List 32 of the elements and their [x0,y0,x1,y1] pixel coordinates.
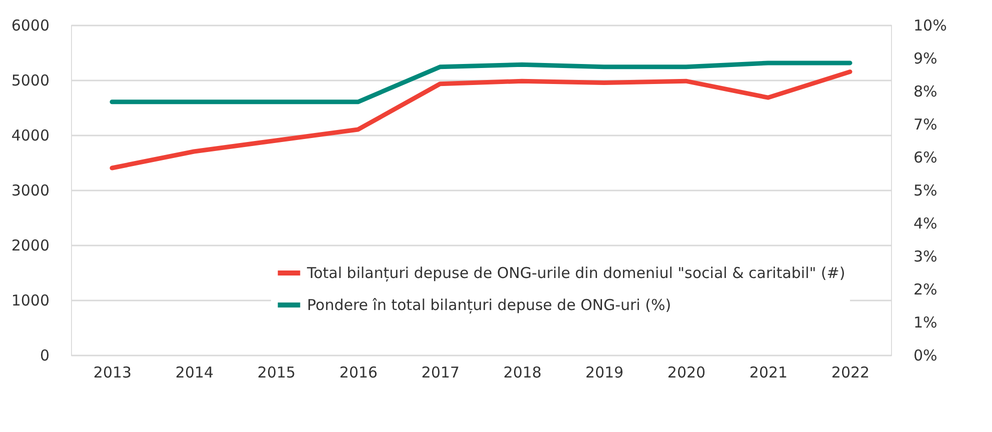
x-tick-label: 2013 [93,364,132,382]
x-tick-label: 2021 [749,364,788,382]
y2-tick-label: 6% [914,148,938,166]
y-tick-label: 3000 [11,182,50,200]
y2-tick-label: 9% [914,50,938,68]
line-series [110,70,852,170]
y2-tick-label: 1% [914,314,938,332]
y2-tick-label: 4% [914,214,938,232]
y-tick-label: 1000 [11,292,50,310]
y2-tick-label: 2% [914,280,938,298]
x-tick-label: 2015 [257,364,296,382]
x-tick-label: 2022 [831,364,870,382]
y-tick-label: 2000 [11,236,50,254]
y2-tick-label: 0% [914,346,938,364]
x-tick-label: 2019 [585,364,624,382]
x-tick-label: 2018 [503,364,542,382]
y-tick-label: 6000 [11,16,50,34]
y-tick-label: 5000 [11,72,50,90]
y-tick-label: 0 [40,346,50,364]
y2-tick-label: 10% [914,16,947,34]
x-tick-label: 2020 [667,364,706,382]
legend-label: Total bilanțuri depuse de ONG-urile din domeniul "social & caritabil" (#) [306,264,846,282]
x-tick-label: 2016 [339,364,378,382]
y2-tick-label: 7% [914,116,938,134]
x-tick-label: 2014 [175,364,214,382]
x-tick-label: 2017 [421,364,460,382]
y2-tick-label: 3% [914,248,938,266]
legend-label: Pondere în total bilanțuri depuse de ONG-uri (%) [307,296,672,314]
y2-tick-label: 5% [914,182,938,200]
y-tick-label: 4000 [11,126,50,144]
y2-tick-label: 8% [914,82,938,100]
line-series [110,60,852,104]
